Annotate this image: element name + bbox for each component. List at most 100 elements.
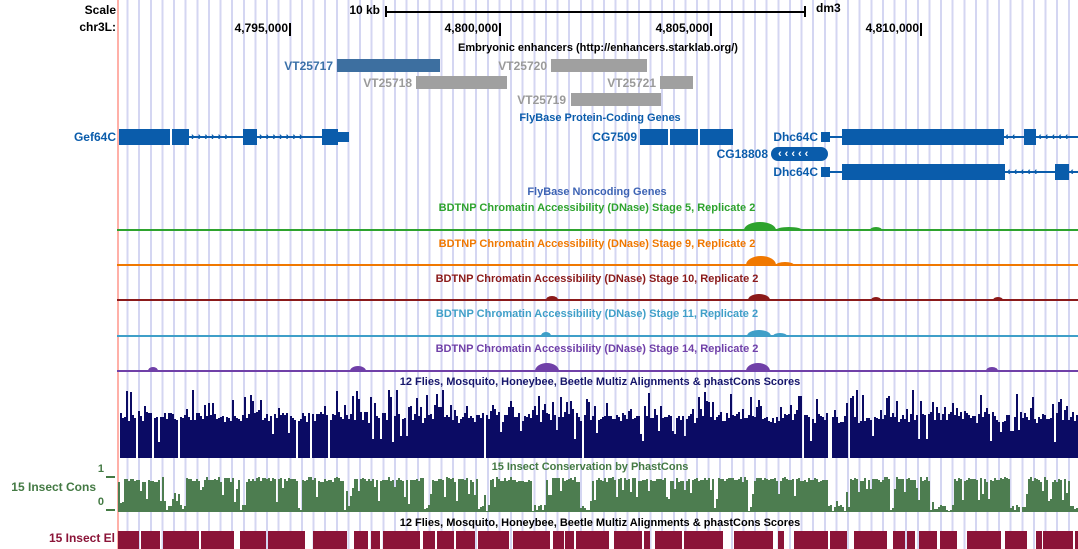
insect-cons-wiggle-bar <box>736 479 738 512</box>
multiz-wiggle-bar <box>350 413 352 458</box>
insect-cons-wiggle-bar <box>770 479 772 512</box>
multiz-wiggle-bar <box>686 418 688 458</box>
insect-cons-wiggle-bar <box>890 510 892 512</box>
insect-cons-wiggle-bar <box>692 480 694 512</box>
multiz-wiggle-bar <box>766 417 768 458</box>
multiz-wiggle-bar <box>450 404 452 458</box>
gef64c-utr[interactable] <box>338 132 349 142</box>
multiz-wiggle-bar <box>1004 421 1006 458</box>
enhancer-bar-vt25721[interactable] <box>660 76 693 89</box>
insect-cons-wiggle-bar <box>970 479 972 512</box>
multiz-wiggle-bar <box>952 403 954 458</box>
multiz-wiggle-bar <box>580 420 582 458</box>
dhc64c2-exon[interactable] <box>842 164 1005 180</box>
bdtnp-stage9-baseline[interactable] <box>117 264 1078 266</box>
multiz-wiggle-bar <box>432 418 434 458</box>
insect-cons-wiggle-bar <box>954 478 956 512</box>
multiz-wiggle-bar <box>656 414 658 458</box>
dhc64c2-exon[interactable] <box>1055 164 1069 180</box>
insect-cons-wiggle-bar <box>226 477 228 512</box>
multiz-wiggle-bar <box>398 413 400 458</box>
insect-cons-wiggle-bar <box>984 479 986 512</box>
insect-cons-wiggle-bar <box>468 493 470 512</box>
insect-cons-wiggle-bar <box>486 510 488 512</box>
insect-cons-wiggle-bar <box>1070 506 1072 512</box>
gef64c-exon[interactable] <box>243 129 257 145</box>
insect-cons-wiggle-bar <box>570 477 572 512</box>
insect-cons-wiggle-bar <box>122 502 124 512</box>
insect-cons-wiggle-bar <box>694 479 696 512</box>
dhc64c1-exon[interactable] <box>1024 129 1036 145</box>
cons-axis-min: 0 <box>97 496 104 508</box>
multiz-wiggle-bar <box>668 415 670 458</box>
cg7509-exon[interactable] <box>640 129 668 145</box>
multiz-wiggle-bar <box>124 416 126 458</box>
insect-cons-wiggle-bar <box>938 507 940 512</box>
dhc64c2-utr[interactable] <box>821 167 830 177</box>
bdtnp-stage10-title: BDTNP Chromatin Accessibility (DNase) St… <box>435 273 759 285</box>
multiz-wiggle-bar <box>160 417 162 458</box>
multiz-wiggle-bar <box>128 421 130 458</box>
multiz-wiggle-bar <box>620 420 622 458</box>
multiz-wiggle-bar <box>908 422 910 458</box>
multiz-wiggle-bar <box>824 420 826 458</box>
insect-cons-wiggle-bar <box>738 479 740 512</box>
insect-cons-wiggle-bar <box>986 481 988 512</box>
enhancer-bar-vt25717[interactable] <box>337 59 440 72</box>
multiz-wiggle-bar <box>604 416 606 458</box>
multiz-wiggle-bar <box>206 416 208 458</box>
enhancer-bar-vt25718[interactable] <box>416 76 507 89</box>
insect-el-blocks-bar <box>1035 531 1042 549</box>
enhancer-bar-vt25719[interactable] <box>571 93 661 106</box>
dhc64c1-utr[interactable] <box>821 132 830 142</box>
insect-cons-wiggle-bar <box>314 477 316 512</box>
multiz-wiggle-bar <box>808 417 810 458</box>
cg18808-gene-body[interactable] <box>771 147 828 161</box>
scalebar-line <box>385 11 806 13</box>
multiz-wiggle-bar <box>482 412 484 458</box>
insect-cons-wiggle-bar <box>1002 479 1004 512</box>
insect-cons-wiggle-bar <box>350 496 352 512</box>
insect-cons-wiggle-bar <box>216 480 218 512</box>
insect-cons-wiggle-bar <box>794 496 796 512</box>
multiz-wiggle-bar <box>888 396 890 458</box>
insect-cons-wiggle-bar <box>624 477 626 512</box>
bdtnp-stage10-baseline[interactable] <box>117 299 1078 301</box>
multiz-wiggle-bar <box>822 417 824 458</box>
gef64c-exon[interactable] <box>172 129 189 145</box>
insect-cons-wiggle-bar <box>932 501 934 512</box>
multiz-wiggle-bar <box>762 418 764 458</box>
insect-cons-wiggle-bar <box>928 480 930 512</box>
insect-el-blocks-bar <box>267 531 305 549</box>
insect-cons-wiggle-bar <box>722 479 724 512</box>
bdtnp-stage5-baseline[interactable] <box>117 229 1078 231</box>
insect-cons-wiggle-bar <box>834 507 836 512</box>
cg7509-exon[interactable] <box>700 129 733 145</box>
insect-cons-wiggle-bar <box>526 481 528 512</box>
insect-cons-wiggle-bar <box>1064 479 1066 512</box>
gef64c-exon[interactable] <box>119 129 170 145</box>
enhancer-bar-vt25720[interactable] <box>551 59 647 72</box>
insect-cons-wiggle-bar <box>620 477 622 512</box>
insect-cons-wiggle-bar <box>300 509 302 512</box>
gef64c-exon[interactable] <box>322 129 338 145</box>
multiz-wiggle-bar <box>238 418 240 458</box>
insect-cons-wiggle-bar <box>246 481 248 512</box>
multiz-wiggle-bar <box>940 419 942 458</box>
insect-cons-wiggle-bar <box>206 477 208 512</box>
multiz-wiggle-bar <box>878 419 880 458</box>
multiz-wiggle-bar <box>204 404 206 458</box>
multiz-wiggle-bar <box>966 412 968 458</box>
multiz-wiggle-bar <box>894 416 896 458</box>
bdtnp-stage11-baseline[interactable] <box>117 335 1078 337</box>
dhc64c1-exon[interactable] <box>842 129 1004 145</box>
insect-cons-wiggle-bar <box>322 481 324 512</box>
multiz-wiggle-bar <box>954 415 956 458</box>
bdtnp-stage14-peak <box>535 363 559 371</box>
multiz-wiggle-bar <box>882 418 884 458</box>
insect-cons-wiggle-bar <box>518 480 520 512</box>
multiz-wiggle-bar <box>420 406 422 458</box>
bdtnp-stage14-baseline[interactable] <box>117 370 1078 372</box>
cg7509-exon[interactable] <box>670 129 698 145</box>
insect-cons-wiggle-bar <box>846 491 848 512</box>
